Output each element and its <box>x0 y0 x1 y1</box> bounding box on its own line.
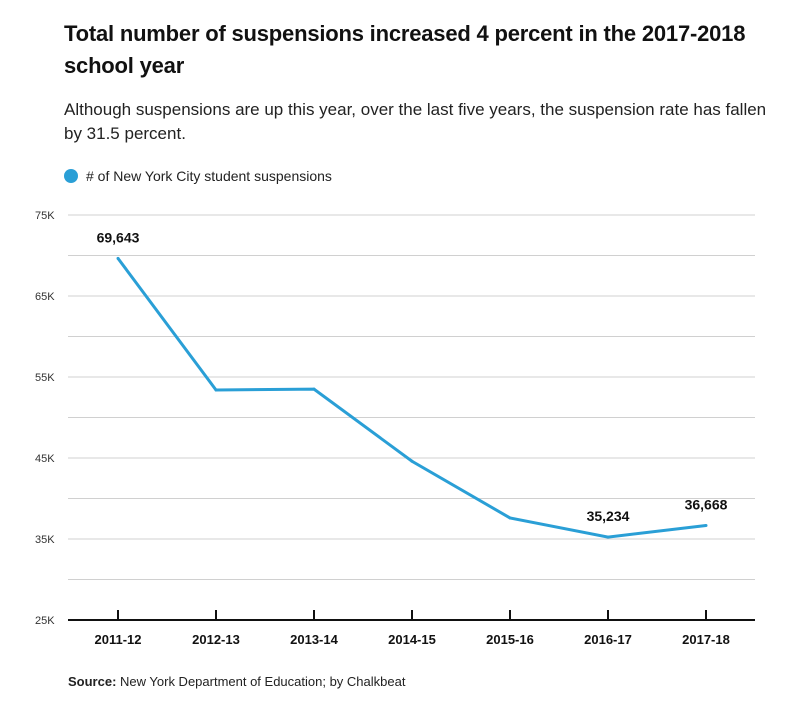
data-label: 35,234 <box>587 508 630 524</box>
chart-title: Total number of suspensions increased 4 … <box>64 21 746 78</box>
source-text: New York Department of Education; by Cha… <box>116 674 406 689</box>
source-note: Source: New York Department of Education… <box>68 674 405 689</box>
source-label: Source: <box>68 674 117 689</box>
data-point <box>410 459 414 463</box>
x-tick-label: 2015-16 <box>486 632 534 647</box>
data-point <box>508 516 512 520</box>
x-tick-label: 2011-12 <box>95 632 142 647</box>
series-line <box>116 257 707 539</box>
chart-subtitle: Although suspensions are up this year, o… <box>64 100 767 143</box>
data-point <box>606 535 610 539</box>
x-tick-label: 2016-17 <box>584 632 632 647</box>
data-point <box>704 523 708 527</box>
x-tick-label: 2014-15 <box>388 632 436 647</box>
y-tick-label: 25K <box>35 615 55 627</box>
data-label: 69,643 <box>97 229 140 245</box>
data-point <box>116 256 120 260</box>
y-tick-label: 45K <box>35 453 55 465</box>
y-tick-label: 55K <box>35 372 55 384</box>
legend: # of New York City student suspensions <box>64 168 332 184</box>
x-tick-label: 2012-13 <box>192 632 240 647</box>
data-label: 36,668 <box>685 496 728 512</box>
x-tick-label: 2017-18 <box>682 632 730 647</box>
y-tick-label: 65K <box>35 291 55 303</box>
legend-marker-icon <box>64 169 78 183</box>
data-point <box>312 387 316 391</box>
x-tick-label: 2013-14 <box>290 632 338 647</box>
data-point <box>214 388 218 392</box>
y-tick-label: 75K <box>35 210 55 222</box>
y-tick-label: 35K <box>35 534 55 546</box>
legend-label: # of New York City student suspensions <box>86 168 332 184</box>
